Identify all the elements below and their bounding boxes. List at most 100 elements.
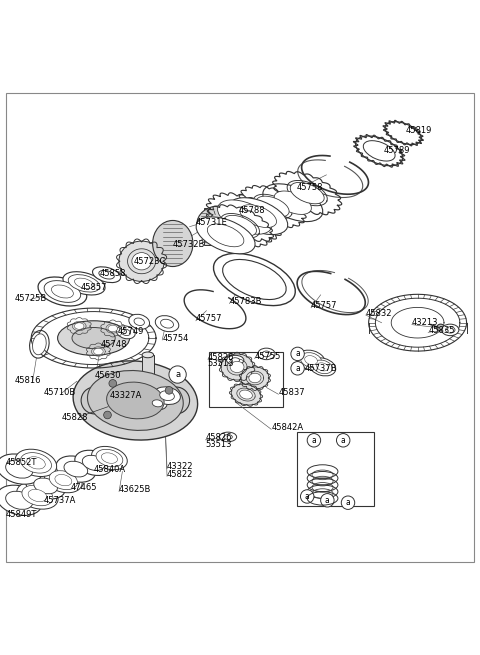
Circle shape [291,362,304,375]
Text: 45857: 45857 [81,283,107,291]
Text: a: a [341,436,346,445]
Text: 53513: 53513 [208,359,234,368]
Ellipse shape [73,361,198,440]
Ellipse shape [56,456,96,482]
Ellipse shape [55,474,72,486]
Ellipse shape [163,387,190,414]
Text: 45822: 45822 [167,470,193,479]
Ellipse shape [219,432,237,441]
Text: 45755: 45755 [254,352,281,361]
Ellipse shape [437,324,444,331]
Ellipse shape [148,397,167,410]
Ellipse shape [152,400,163,407]
Bar [209,352,283,407]
Ellipse shape [64,461,88,477]
Text: 45819: 45819 [406,126,432,135]
Ellipse shape [442,324,459,335]
Text: 45832: 45832 [366,309,392,318]
Text: a: a [305,492,310,501]
Text: a: a [325,496,330,505]
Ellipse shape [240,390,252,399]
Text: a: a [312,436,316,445]
Circle shape [169,366,186,383]
Text: 45842A: 45842A [271,423,303,432]
Ellipse shape [121,329,131,335]
Ellipse shape [22,485,53,506]
Ellipse shape [161,319,173,328]
Text: 45630: 45630 [95,371,121,380]
Text: 45757: 45757 [311,301,337,310]
Ellipse shape [297,350,325,370]
Ellipse shape [132,253,151,270]
Ellipse shape [356,136,403,166]
Text: 43213: 43213 [412,318,438,328]
Text: a: a [295,364,300,373]
Ellipse shape [49,471,77,489]
Text: 45710B: 45710B [43,388,75,397]
Text: 45757: 45757 [196,314,222,324]
Ellipse shape [51,285,73,298]
Ellipse shape [6,460,33,478]
Ellipse shape [99,271,114,279]
Ellipse shape [92,447,127,470]
Text: 45737A: 45737A [43,496,75,505]
Ellipse shape [6,491,33,510]
Text: 45858: 45858 [100,269,126,278]
Ellipse shape [207,224,244,247]
Ellipse shape [21,453,51,473]
Ellipse shape [231,384,261,405]
Ellipse shape [142,405,154,411]
Ellipse shape [290,182,324,204]
Ellipse shape [119,241,164,282]
Ellipse shape [27,457,45,469]
Ellipse shape [38,277,87,306]
Text: 45852T: 45852T [6,458,37,468]
Ellipse shape [197,206,240,242]
Text: a: a [295,349,300,358]
Ellipse shape [263,184,323,221]
Ellipse shape [108,326,118,331]
Ellipse shape [155,316,179,331]
Text: 45754: 45754 [162,333,189,343]
Text: 47465: 47465 [71,483,97,493]
Text: 53513: 53513 [205,440,232,449]
Ellipse shape [262,351,271,357]
Ellipse shape [214,253,295,306]
Polygon shape [204,208,214,245]
Ellipse shape [74,278,94,289]
Ellipse shape [28,489,47,502]
Ellipse shape [142,352,154,358]
Text: 45840A: 45840A [94,464,126,474]
Circle shape [336,434,350,447]
Ellipse shape [224,215,256,236]
Ellipse shape [87,371,183,430]
Ellipse shape [30,331,49,358]
Text: 45723C: 45723C [133,257,166,266]
Ellipse shape [229,198,288,234]
Text: 43322: 43322 [167,462,193,471]
Ellipse shape [363,141,395,161]
Ellipse shape [240,205,276,227]
Text: 45816: 45816 [14,376,41,384]
Ellipse shape [227,356,244,365]
Circle shape [291,347,304,361]
Bar [142,355,154,407]
Ellipse shape [82,455,105,470]
Ellipse shape [274,191,312,214]
Text: 45826: 45826 [205,434,232,442]
Ellipse shape [0,454,42,484]
Ellipse shape [74,323,84,329]
Ellipse shape [224,434,232,440]
Circle shape [321,494,334,507]
Ellipse shape [223,259,286,299]
Text: 45749: 45749 [118,327,144,336]
Ellipse shape [134,318,144,326]
Text: 43327A: 43327A [109,391,142,400]
Ellipse shape [17,482,58,509]
Ellipse shape [58,321,130,356]
Ellipse shape [217,200,272,234]
Text: 45748: 45748 [101,340,127,349]
Ellipse shape [256,196,289,217]
Ellipse shape [154,387,180,405]
Ellipse shape [153,221,193,267]
